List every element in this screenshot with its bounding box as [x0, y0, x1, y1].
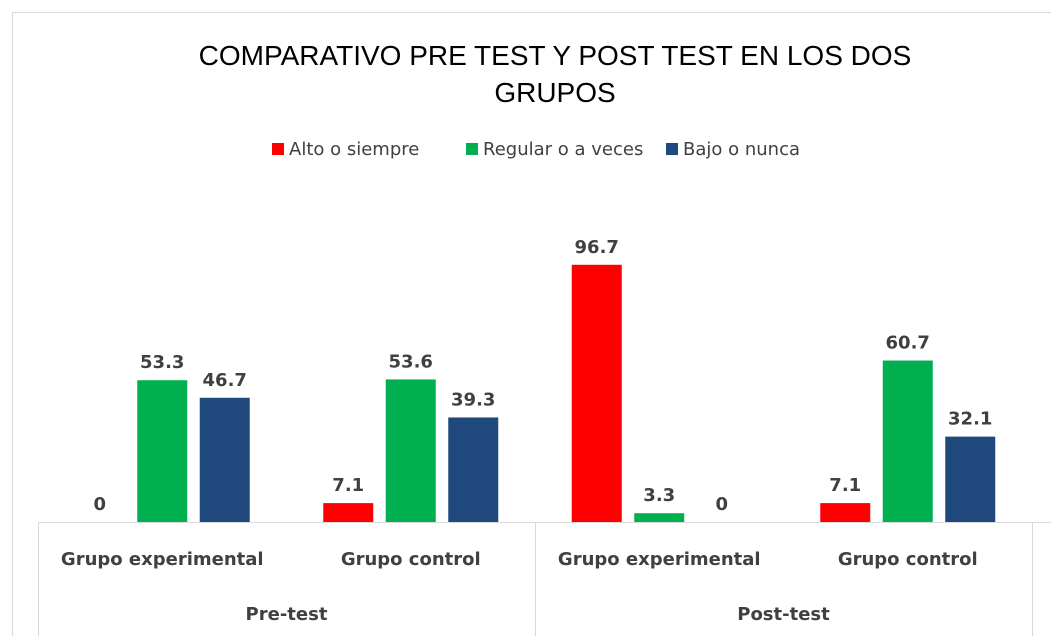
legend-label: Regular o a veces	[483, 139, 643, 160]
data-label: 46.7	[203, 370, 247, 391]
data-label: 7.1	[332, 475, 364, 496]
group-label: Pre-test	[246, 604, 328, 625]
x-tick-label: Grupo control	[341, 549, 481, 570]
bar	[137, 380, 188, 522]
bar	[634, 513, 685, 522]
x-tick-label: Grupo control	[838, 549, 978, 570]
chart-border	[12, 12, 1051, 636]
data-label: 0	[715, 494, 728, 515]
data-label: 53.3	[140, 352, 184, 373]
legend-swatch	[466, 143, 478, 155]
data-label: 39.3	[451, 389, 495, 410]
data-label: 0	[93, 494, 106, 515]
bar	[945, 436, 996, 522]
bar	[448, 417, 499, 522]
bar	[571, 264, 622, 522]
bar	[199, 397, 250, 522]
data-label: 53.6	[389, 351, 433, 372]
data-label: 60.7	[886, 333, 930, 354]
group-label: Post-test	[737, 604, 830, 625]
bar	[323, 503, 374, 522]
x-tick-label: Grupo experimental	[61, 549, 264, 570]
data-label: 96.7	[575, 237, 619, 258]
data-label: 32.1	[948, 409, 992, 430]
legend-swatch	[666, 143, 678, 155]
legend-label: Bajo o nunca	[683, 139, 800, 160]
bar	[820, 503, 871, 522]
legend-swatch	[272, 143, 284, 155]
legend-label: Alto o siempre	[289, 139, 419, 160]
bar	[385, 379, 436, 522]
bar	[882, 360, 933, 522]
chart-title: COMPARATIVO PRE TEST Y POST TEST EN LOS …	[199, 40, 912, 108]
data-label: 7.1	[829, 475, 861, 496]
x-tick-label: Grupo experimental	[558, 549, 761, 570]
data-label: 3.3	[643, 485, 675, 506]
